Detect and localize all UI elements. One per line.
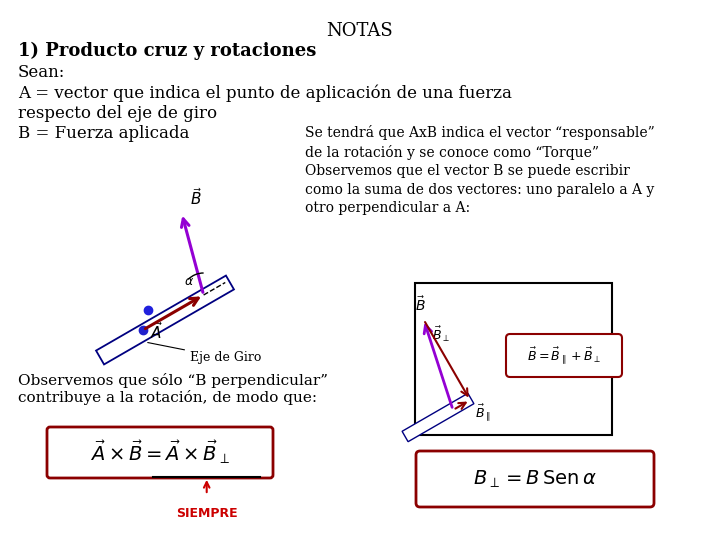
Bar [415,283,612,435]
Text: $\vec{A}$: $\vec{A}$ [150,321,163,342]
Text: $\vec{B}_{\parallel}$: $\vec{B}_{\parallel}$ [475,402,491,423]
Text: Sean:: Sean: [18,64,66,81]
Text: Se tendrá que AxB indica el vector “responsable”
de la rotación y se conoce como: Se tendrá que AxB indica el vector “resp… [305,125,654,215]
FancyBboxPatch shape [47,427,273,478]
Text: A = vector que indica el punto de aplicación de una fuerza
respecto del eje de g: A = vector que indica el punto de aplica… [18,85,512,122]
Text: $\vec{A}\times\vec{B}=\vec{A}\times\vec{B}_{\perp}$: $\vec{A}\times\vec{B}=\vec{A}\times\vec{… [90,438,230,466]
Text: $\vec{B}$: $\vec{B}$ [189,187,202,208]
FancyBboxPatch shape [506,334,622,377]
Text: 1) Producto cruz y rotaciones: 1) Producto cruz y rotaciones [18,42,316,60]
Text: $\vec{B}$: $\vec{B}$ [415,295,426,314]
Text: NOTAS: NOTAS [327,22,393,40]
Text: $B_{\perp}=B\,\mathrm{Sen}\,\alpha$: $B_{\perp}=B\,\mathrm{Sen}\,\alpha$ [473,468,597,490]
Text: Eje de Giro: Eje de Giro [148,342,261,365]
Text: $\alpha$: $\alpha$ [184,275,194,288]
Text: $\vec{B}_{\perp}$: $\vec{B}_{\perp}$ [432,325,450,345]
Text: SIEMPRE: SIEMPRE [176,507,238,520]
Polygon shape [96,275,234,364]
Text: B = Fuerza aplicada: B = Fuerza aplicada [18,125,189,142]
Text: Observemos que sólo “B perpendicular”
contribuye a la rotación, de modo que:: Observemos que sólo “B perpendicular” co… [18,373,328,406]
Polygon shape [402,393,474,442]
Text: $\vec{B}=\vec{B}_{\parallel}+\vec{B}_{\perp}$: $\vec{B}=\vec{B}_{\parallel}+\vec{B}_{\p… [527,346,601,367]
FancyBboxPatch shape [416,451,654,507]
